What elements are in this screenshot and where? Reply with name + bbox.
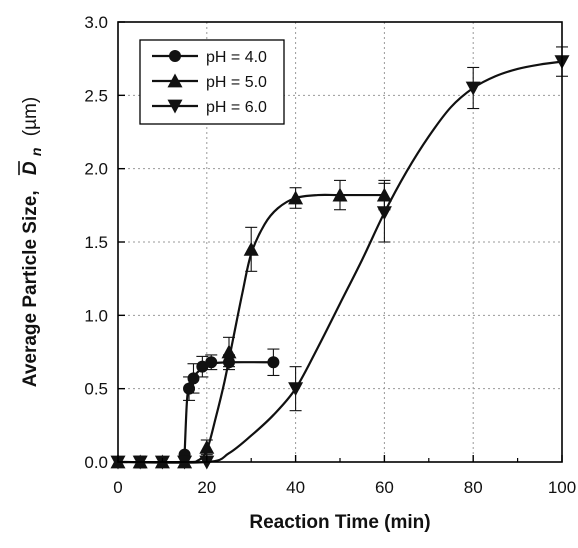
- x-tick-label: 80: [464, 478, 483, 497]
- y-axis-title: Average Particle Size, D n (µm): [18, 97, 46, 387]
- data-point-circle: [187, 372, 200, 385]
- data-point-triangle-up: [221, 344, 237, 359]
- y-tick-label: 1.5: [84, 233, 108, 252]
- x-tick-label: 60: [375, 478, 394, 497]
- y-axis-title-subscript: n: [28, 148, 44, 157]
- data-point-triangle-down: [376, 206, 392, 221]
- x-tick-label: 0: [113, 478, 122, 497]
- data-point-triangle-up: [376, 187, 392, 202]
- axis-ticks: 0 20 40 60 80 100 0.0 0.5 1.0 1.5 2.0 2.5 3.0: [84, 13, 576, 497]
- svg-text:Average Particle Size, D: Average Particle Size, D n (µm): [20, 97, 46, 387]
- y-tick-label: 0.0: [84, 453, 108, 472]
- y-tick-label: 2.0: [84, 160, 108, 179]
- legend-marker-circle: [169, 50, 181, 62]
- series-line-triangle-up: [117, 193, 385, 464]
- x-axis-title: Reaction Time (min): [249, 512, 430, 533]
- x-tick-label: 40: [286, 478, 305, 497]
- y-tick-label: 1.0: [84, 306, 108, 325]
- y-axis-title-symbol: D: [20, 161, 41, 175]
- legend-label: pH = 6.0: [206, 99, 267, 116]
- x-tick-label: 100: [548, 478, 576, 497]
- data-point-triangle-down: [288, 382, 304, 397]
- legend: pH = 4.0 pH = 5.0 pH = 6.0: [139, 39, 285, 125]
- x-tick-label: 20: [197, 478, 216, 497]
- y-tick-label: 3.0: [84, 13, 108, 32]
- data-point-triangle-up: [199, 439, 215, 454]
- data-point-circle: [205, 356, 218, 369]
- legend-marker-triangle-up: [167, 73, 183, 88]
- data-point-triangle-up: [332, 187, 348, 202]
- data-point-circle: [183, 382, 196, 395]
- y-tick-label: 2.5: [84, 86, 108, 105]
- y-axis-title-prefix: Average Particle Size,: [20, 190, 41, 387]
- legend-label: pH = 4.0: [206, 49, 267, 66]
- series-line-triangle-down: [117, 60, 563, 464]
- data-point-triangle-up: [243, 241, 259, 256]
- y-tick-label: 0.5: [84, 380, 108, 399]
- data-point-circle: [267, 356, 280, 369]
- data-point-circle: [196, 360, 209, 373]
- y-axis-title-unit: (µm): [20, 97, 41, 136]
- data-point-triangle-down: [465, 81, 481, 96]
- legend-label: pH = 5.0: [206, 74, 267, 91]
- data-point-circle: [223, 356, 235, 369]
- legend-marker-triangle-down: [167, 99, 183, 114]
- data-point-triangle-up: [288, 190, 304, 205]
